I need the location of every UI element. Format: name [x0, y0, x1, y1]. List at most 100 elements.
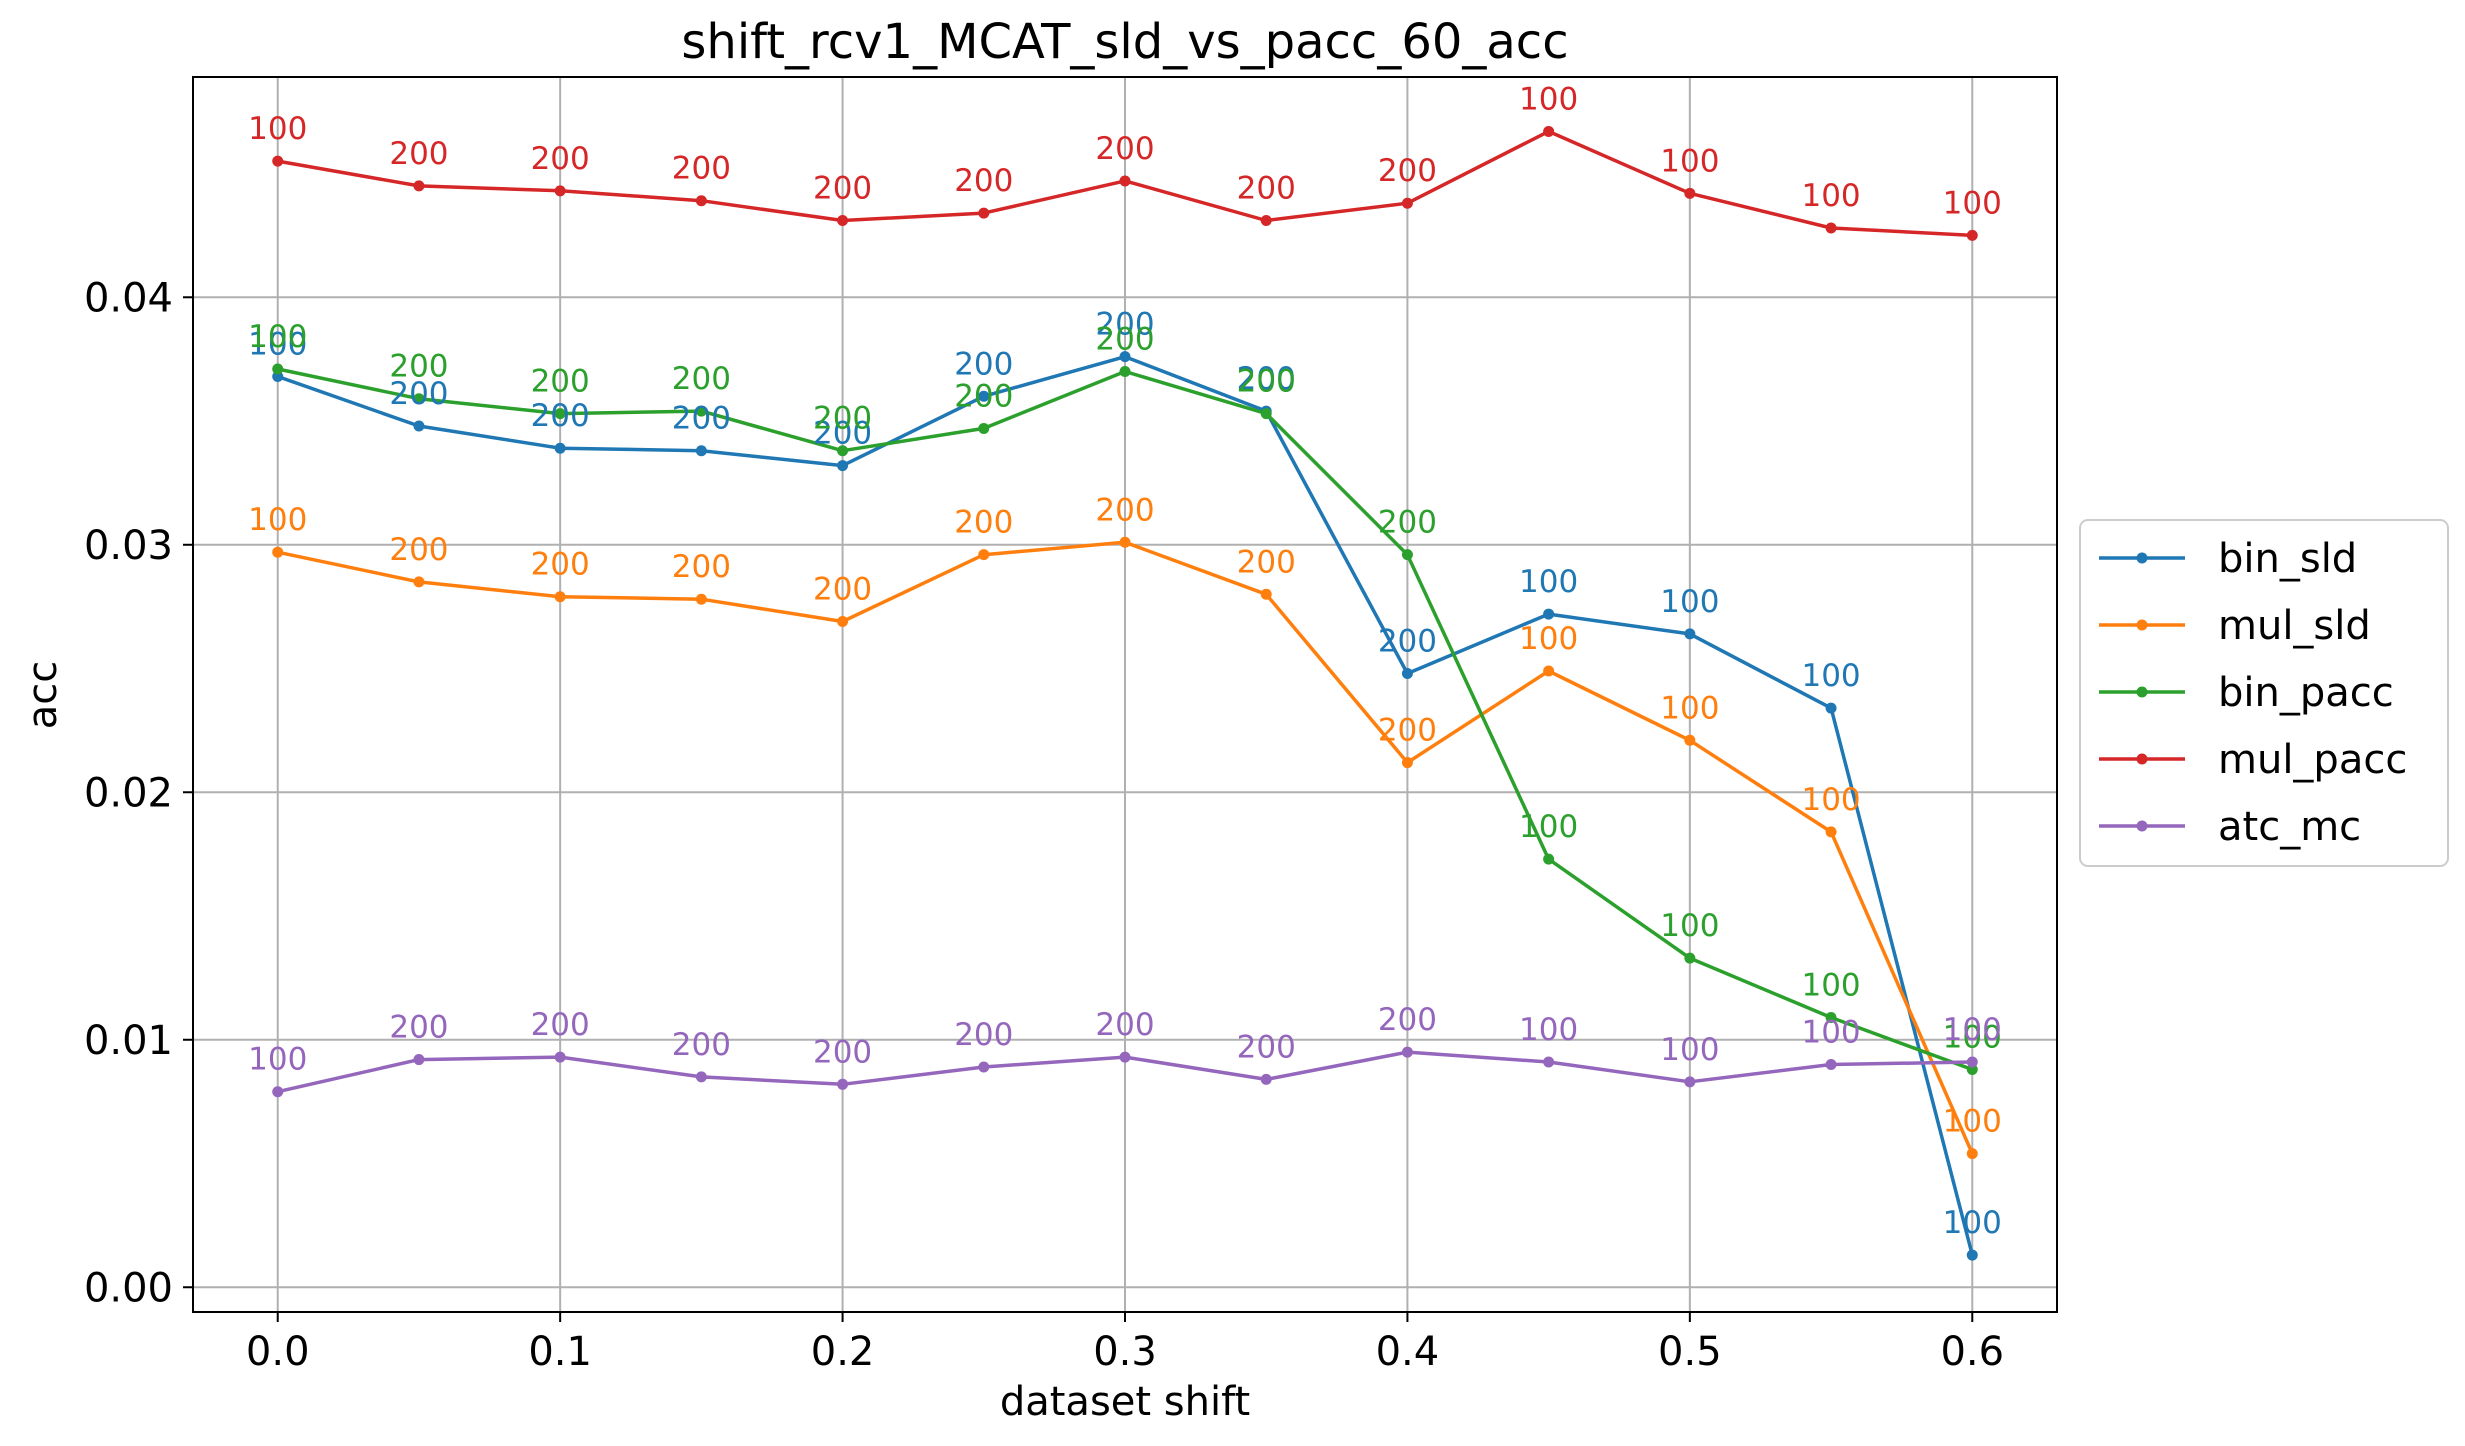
data-label-bin_sld: 100: [1519, 564, 1578, 600]
data-label-mul_pacc: 200: [672, 151, 731, 187]
y-tick-label: 0.04: [84, 275, 173, 321]
data-label-mul_pacc: 200: [1378, 153, 1437, 189]
chart-title: shift_rcv1_MCAT_sld_vs_pacc_60_acc: [681, 14, 1568, 70]
data-point-mul_sld: [1260, 588, 1272, 600]
legend-label-atc_mc: atc_mc: [2218, 804, 2361, 850]
series-bin_pacc: [272, 363, 1978, 1075]
data-label-mul_sld: 100: [1660, 690, 1719, 726]
data-point-bin_sld: [1543, 608, 1555, 620]
legend: bin_sld mul_sld bin_pacc mul_pacc atc_mc: [2079, 519, 2449, 867]
data-point-mul_sld: [1543, 665, 1555, 677]
x-tick-label: 0.3: [1093, 1329, 1157, 1375]
data-label-mul_pacc: 100: [1519, 81, 1578, 117]
legend-marker-bin_pacc: [2136, 686, 2148, 698]
legend-box: [2079, 519, 2449, 867]
data-label-mul_sld: 100: [1943, 1104, 2002, 1140]
data-point-atc_mc: [1119, 1051, 1131, 1063]
data-point-atc_mc: [272, 1086, 284, 1098]
data-point-mul_sld: [978, 549, 990, 561]
data-point-mul_sld: [413, 576, 425, 588]
data-label-mul_pacc: 100: [1943, 185, 2002, 221]
data-point-bin_sld: [1119, 351, 1131, 363]
data-point-bin_pacc: [837, 445, 849, 457]
x-tick-label: 0.0: [246, 1329, 310, 1375]
x-tick-label: 0.6: [1940, 1329, 2004, 1375]
data-point-mul_pacc: [1966, 229, 1978, 241]
data-label-atc_mc: 200: [954, 1017, 1013, 1053]
data-label-mul_pacc: 200: [813, 171, 872, 207]
data-label-mul_sld: 200: [672, 549, 731, 585]
data-point-mul_sld: [837, 615, 849, 627]
data-point-mul_sld: [1401, 757, 1413, 769]
data-label-mul_sld: 200: [1095, 492, 1154, 528]
data-label-atc_mc: 200: [389, 1010, 448, 1046]
legend-label-mul_sld: mul_sld: [2218, 603, 2371, 649]
data-label-bin_pacc: 100: [1660, 908, 1719, 944]
data-point-mul_pacc: [837, 215, 849, 227]
data-point-mul_pacc: [1684, 187, 1696, 199]
data-point-mul_sld: [1966, 1148, 1978, 1160]
data-label-atc_mc: 200: [1095, 1007, 1154, 1043]
data-point-mul_pacc: [1260, 215, 1272, 227]
data-point-bin_sld: [837, 460, 849, 472]
data-point-atc_mc: [1543, 1056, 1555, 1068]
data-point-atc_mc: [837, 1078, 849, 1090]
data-point-mul_pacc: [554, 185, 566, 197]
data-label-atc_mc: 100: [1943, 1012, 2002, 1048]
data-point-mul_pacc: [413, 180, 425, 192]
legend-marker-mul_pacc: [2136, 753, 2148, 765]
data-label-mul_sld: 200: [813, 571, 872, 607]
data-label-bin_pacc: 100: [1943, 1019, 2002, 1055]
data-point-mul_sld: [272, 546, 284, 558]
data-point-bin_pacc: [272, 363, 284, 375]
data-point-atc_mc: [1401, 1046, 1413, 1058]
data-label-mul_sld: 200: [1378, 713, 1437, 749]
x-axis-title: dataset shift: [1000, 1379, 1250, 1425]
data-label-mul_pacc: 200: [954, 163, 1013, 199]
data-label-bin_pacc: 100: [1801, 967, 1860, 1003]
series-layer: [272, 125, 1978, 1261]
data-point-atc_mc: [554, 1051, 566, 1063]
data-label-atc_mc: 200: [531, 1007, 590, 1043]
data-point-mul_sld: [554, 591, 566, 603]
data-point-mul_sld: [695, 593, 707, 605]
legend-label-bin_sld: bin_sld: [2218, 536, 2357, 582]
data-point-bin_sld: [695, 445, 707, 457]
legend-label-bin_pacc: bin_pacc: [2218, 670, 2394, 716]
data-label-bin_pacc: 200: [1095, 322, 1154, 358]
data-point-bin_sld: [554, 442, 566, 454]
data-point-bin_pacc: [413, 393, 425, 405]
y-tick-label: 0.00: [84, 1265, 173, 1311]
data-label-atc_mc: 200: [1378, 1002, 1437, 1038]
data-point-bin_pacc: [1825, 1011, 1837, 1023]
data-label-bin_pacc: 200: [531, 364, 590, 400]
data-label-atc_mc: 200: [813, 1034, 872, 1070]
y-tick-label: 0.01: [84, 1018, 173, 1064]
data-label-bin_sld: 200: [1237, 361, 1296, 397]
data-label-bin_sld: 200: [672, 401, 731, 437]
data-point-atc_mc: [978, 1061, 990, 1073]
data-label-mul_sld: 100: [248, 502, 307, 538]
data-point-mul_pacc: [978, 207, 990, 219]
data-point-atc_mc: [1260, 1073, 1272, 1085]
data-point-atc_mc: [413, 1054, 425, 1066]
data-label-bin_sld: 100: [1943, 1205, 2002, 1241]
data-point-atc_mc: [1966, 1056, 1978, 1068]
data-point-mul_pacc: [272, 155, 284, 167]
data-label-mul_pacc: 100: [1801, 178, 1860, 214]
data-point-bin_pacc: [1684, 952, 1696, 964]
y-axis-title: acc: [20, 661, 66, 730]
data-label-mul_pacc: 200: [1095, 131, 1154, 167]
legend-marker-atc_mc: [2136, 820, 2148, 832]
data-label-bin_sld: 100: [248, 326, 307, 362]
x-tick-label: 0.5: [1658, 1329, 1722, 1375]
data-label-mul_pacc: 100: [1660, 143, 1719, 179]
x-tick-label: 0.1: [528, 1329, 592, 1375]
data-label-atc_mc: 100: [1519, 1012, 1578, 1048]
data-point-bin_pacc: [695, 405, 707, 417]
data-label-mul_sld: 200: [1237, 544, 1296, 580]
data-label-bin_sld: 200: [389, 376, 448, 412]
legend-marker-bin_sld: [2136, 552, 2148, 564]
